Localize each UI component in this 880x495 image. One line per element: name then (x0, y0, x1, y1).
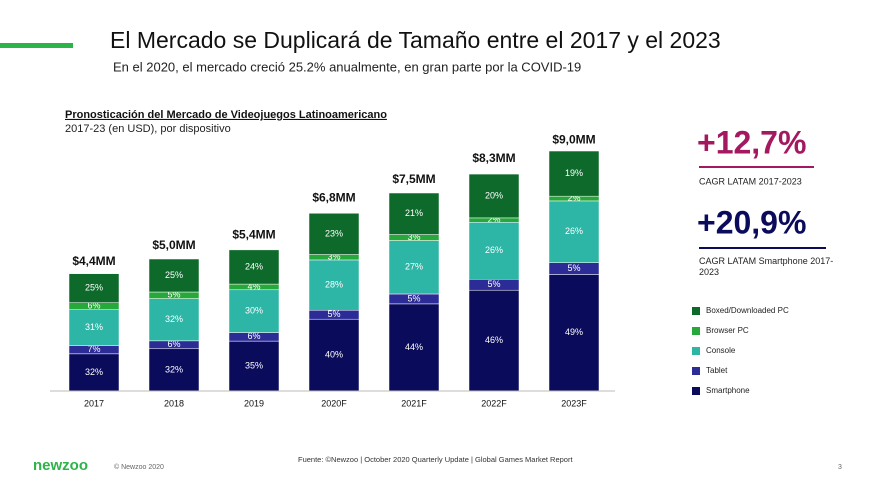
segment-label: 27% (405, 262, 423, 272)
segment-label: 5% (407, 293, 420, 303)
segment-label: 25% (165, 270, 183, 280)
bar-segment (548, 150, 600, 197)
legend-swatch (692, 307, 700, 315)
segment-label: 6% (247, 331, 260, 341)
chart-subtitle: 2017-23 (en USD), por dispositivo (65, 123, 231, 135)
bar-segment (308, 259, 360, 311)
total-label: $6,8MM (312, 191, 355, 205)
segment-label: 5% (567, 263, 580, 273)
x-tick-label: 2018 (164, 398, 184, 408)
legend-swatch (692, 347, 700, 355)
kpi-label: CAGR LATAM Smartphone 2017-2023 (699, 256, 834, 277)
total-label: $9,0MM (552, 133, 595, 147)
page-number: 3 (838, 464, 842, 471)
x-tick-label: 2023F (561, 398, 587, 408)
x-tick-label: 2017 (84, 398, 104, 408)
kpi-label-box: CAGR LATAM Smartphone 2017-2023 (699, 256, 834, 277)
segment-label: 26% (565, 226, 583, 236)
legend-label: Browser PC (706, 326, 749, 335)
slide-title: El Mercado se Duplicará de Tamaño entre … (110, 27, 721, 53)
segment-label: 6% (87, 301, 100, 311)
segment-label: 21% (405, 208, 423, 218)
bar-segment (148, 298, 200, 342)
segment-label: 23% (325, 228, 343, 238)
bar-segment (388, 303, 440, 392)
accent-bar (0, 43, 73, 48)
total-label: $4,4MM (72, 254, 115, 268)
segment-label: 20% (485, 190, 503, 200)
segment-label: 3% (327, 252, 340, 262)
bar-segment (468, 289, 520, 392)
bar-segment (468, 173, 520, 219)
segment-label: 5% (327, 309, 340, 319)
segment-label: 32% (85, 367, 103, 377)
legend-swatch (692, 387, 700, 395)
bar-segment (308, 318, 360, 392)
bar-segment (468, 222, 520, 280)
slide-subtitle: En el 2020, el mercado creció 25.2% anua… (113, 59, 581, 74)
segment-label: 30% (245, 306, 263, 316)
x-tick-label: 2022F (481, 398, 507, 408)
bar-segment (388, 240, 440, 295)
segment-label: 44% (405, 342, 423, 352)
total-label: $8,3MM (472, 151, 515, 165)
x-tick-label: 2019 (244, 398, 264, 408)
legend-label: Boxed/Downloaded PC (706, 306, 789, 315)
segment-label: 28% (325, 279, 343, 289)
bar-segment (548, 200, 600, 263)
segment-label: 26% (485, 245, 503, 255)
segment-label: 3% (407, 232, 420, 242)
bar-segment (228, 340, 280, 392)
bar-segment (68, 309, 120, 346)
segment-label: 31% (85, 322, 103, 332)
bar-segment (308, 213, 360, 255)
segment-label: 49% (565, 327, 583, 337)
total-label: $5,0MM (152, 238, 195, 252)
segment-label: 2% (567, 193, 580, 203)
segment-label: 32% (165, 314, 183, 324)
bar-segment (548, 274, 600, 392)
segment-label: 24% (245, 261, 263, 271)
logo: newzoo (33, 457, 88, 474)
chart-title: Pronosticación del Mercado de Videojuego… (65, 109, 387, 121)
bar-segment (228, 289, 280, 333)
segment-label: 5% (167, 290, 180, 300)
segment-label: 2% (487, 214, 500, 224)
segment-label: 19% (565, 168, 583, 178)
segment-label: 5% (487, 279, 500, 289)
legend-swatch (692, 367, 700, 375)
copyright: © Newzoo 2020 (114, 463, 164, 471)
total-label: $5,4MM (232, 228, 275, 242)
x-tick-label: 2020F (321, 398, 347, 408)
segment-label: 6% (167, 339, 180, 349)
segment-label: 7% (87, 344, 100, 354)
segment-label: 46% (485, 335, 503, 345)
legend-label: Tablet (706, 366, 728, 375)
segment-label: 32% (165, 364, 183, 374)
legend-label: Smartphone (706, 386, 750, 395)
kpi-value: +12,7% (697, 124, 806, 160)
bar-segment (68, 273, 120, 303)
source: Fuente: ©Newzoo | October 2020 Quarterly… (298, 455, 573, 464)
kpi-label: CAGR LATAM 2017-2023 (699, 176, 802, 186)
segment-label: 4% (247, 281, 260, 291)
bar-segment (148, 258, 200, 293)
legend-label: Console (706, 346, 736, 355)
bar-segment (68, 353, 120, 392)
kpi-value: +20,9% (697, 204, 806, 240)
segment-label: 35% (245, 360, 263, 370)
legend-swatch (692, 327, 700, 335)
segment-label: 25% (85, 283, 103, 293)
bar-segment (388, 192, 440, 235)
bar-segment (228, 249, 280, 285)
total-label: $7,5MM (392, 172, 435, 186)
x-tick-label: 2021F (401, 398, 427, 408)
segment-label: 40% (325, 349, 343, 359)
